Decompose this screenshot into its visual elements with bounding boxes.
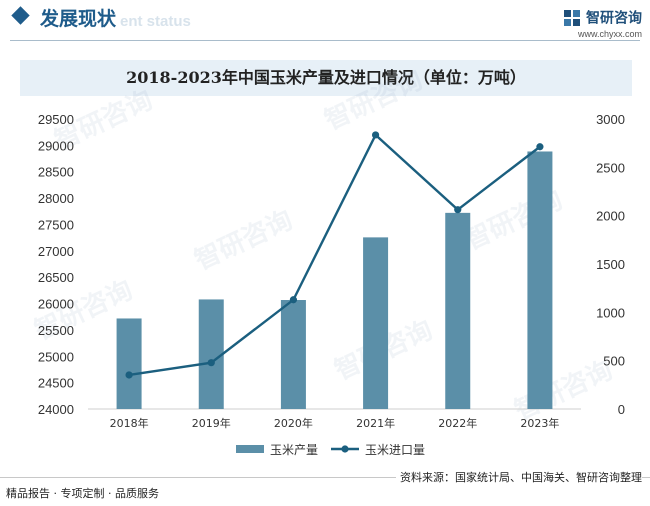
right-axis-tick-label: 2500	[596, 160, 625, 175]
legend-label-imports: 玉米进口量	[365, 443, 425, 457]
watermark-text: 智研咨询	[320, 64, 427, 136]
x-axis-tick-label: 2018年	[110, 416, 149, 430]
right-axis-tick-label: 1000	[596, 305, 625, 320]
header: 发展现状 ent status 智研咨询 www.chyxx.com	[0, 0, 650, 41]
point-corn-imports	[207, 359, 215, 367]
left-axis-tick-label: 25500	[38, 323, 74, 338]
right-axis-tick-label: 500	[603, 354, 625, 369]
source-note: 资料来源：国家统计局、中国海关、智研咨询整理	[396, 469, 642, 485]
brand-name: 智研咨询	[586, 10, 642, 27]
right-axis-tick-label: 2000	[596, 209, 625, 224]
bar-corn-output	[445, 212, 471, 409]
legend-label-output: 玉米产量	[270, 443, 318, 457]
legend-swatch-bar	[236, 445, 264, 453]
legend-swatch-marker	[341, 445, 349, 453]
point-corn-imports	[536, 143, 544, 151]
header-rule	[10, 40, 640, 41]
right-axis-tick-label: 1500	[596, 257, 625, 272]
x-axis-tick-label: 2023年	[520, 416, 559, 430]
brand-logo-icon	[563, 9, 580, 26]
left-axis-tick-label: 27000	[38, 244, 74, 259]
right-axis-tick-label: 3000	[596, 112, 625, 127]
right-axis-tick-label: 0	[618, 402, 625, 417]
brand-url: www.chyxx.com	[577, 28, 642, 39]
point-corn-imports	[125, 371, 133, 379]
left-axis-tick-label: 28500	[38, 165, 74, 180]
chart-title: 2018-2023年中国玉米产量及进口情况（单位：万吨）	[126, 68, 526, 87]
line-corn-imports	[128, 132, 541, 377]
left-axis-tick-label: 26500	[38, 270, 74, 285]
point-corn-imports	[289, 296, 298, 304]
point-corn-imports	[454, 206, 462, 214]
left-axis-tick-label: 24000	[38, 402, 74, 417]
watermark-text: 智研咨询	[510, 354, 617, 426]
bar-corn-output	[527, 151, 553, 410]
left-axis-tick-label: 27500	[38, 217, 74, 232]
bar-corn-output	[116, 318, 142, 409]
brand: 智研咨询 www.chyxx.com	[563, 7, 642, 39]
bar-corn-output	[363, 237, 389, 409]
x-axis-tick-label: 2021年	[356, 416, 395, 430]
x-axis-tick-label: 2019年	[192, 416, 231, 430]
section-title: 发展现状	[40, 8, 117, 30]
left-axis-tick-label: 29000	[38, 138, 74, 153]
footer-slogan: 精品报告 · 专项定制 · 品质服务	[6, 487, 159, 500]
bar-corn-output	[280, 300, 306, 409]
watermark-text: 智研咨询	[190, 204, 297, 276]
section-subtitle: ent status	[120, 13, 191, 30]
x-axis-tick-label: 2022年	[438, 416, 477, 430]
x-axis-tick-label: 2020年	[274, 416, 313, 430]
left-axis-tick-label: 26000	[38, 297, 74, 312]
title-band	[20, 60, 632, 96]
left-axis-tick-label: 28000	[38, 191, 74, 206]
bar-corn-output	[198, 299, 224, 409]
left-axis-tick-label: 24500	[38, 376, 74, 391]
left-axis-tick-label: 29500	[38, 112, 74, 127]
point-corn-imports	[371, 131, 380, 139]
footer-rule	[0, 477, 650, 478]
left-axis-tick-label: 25000	[38, 349, 74, 364]
